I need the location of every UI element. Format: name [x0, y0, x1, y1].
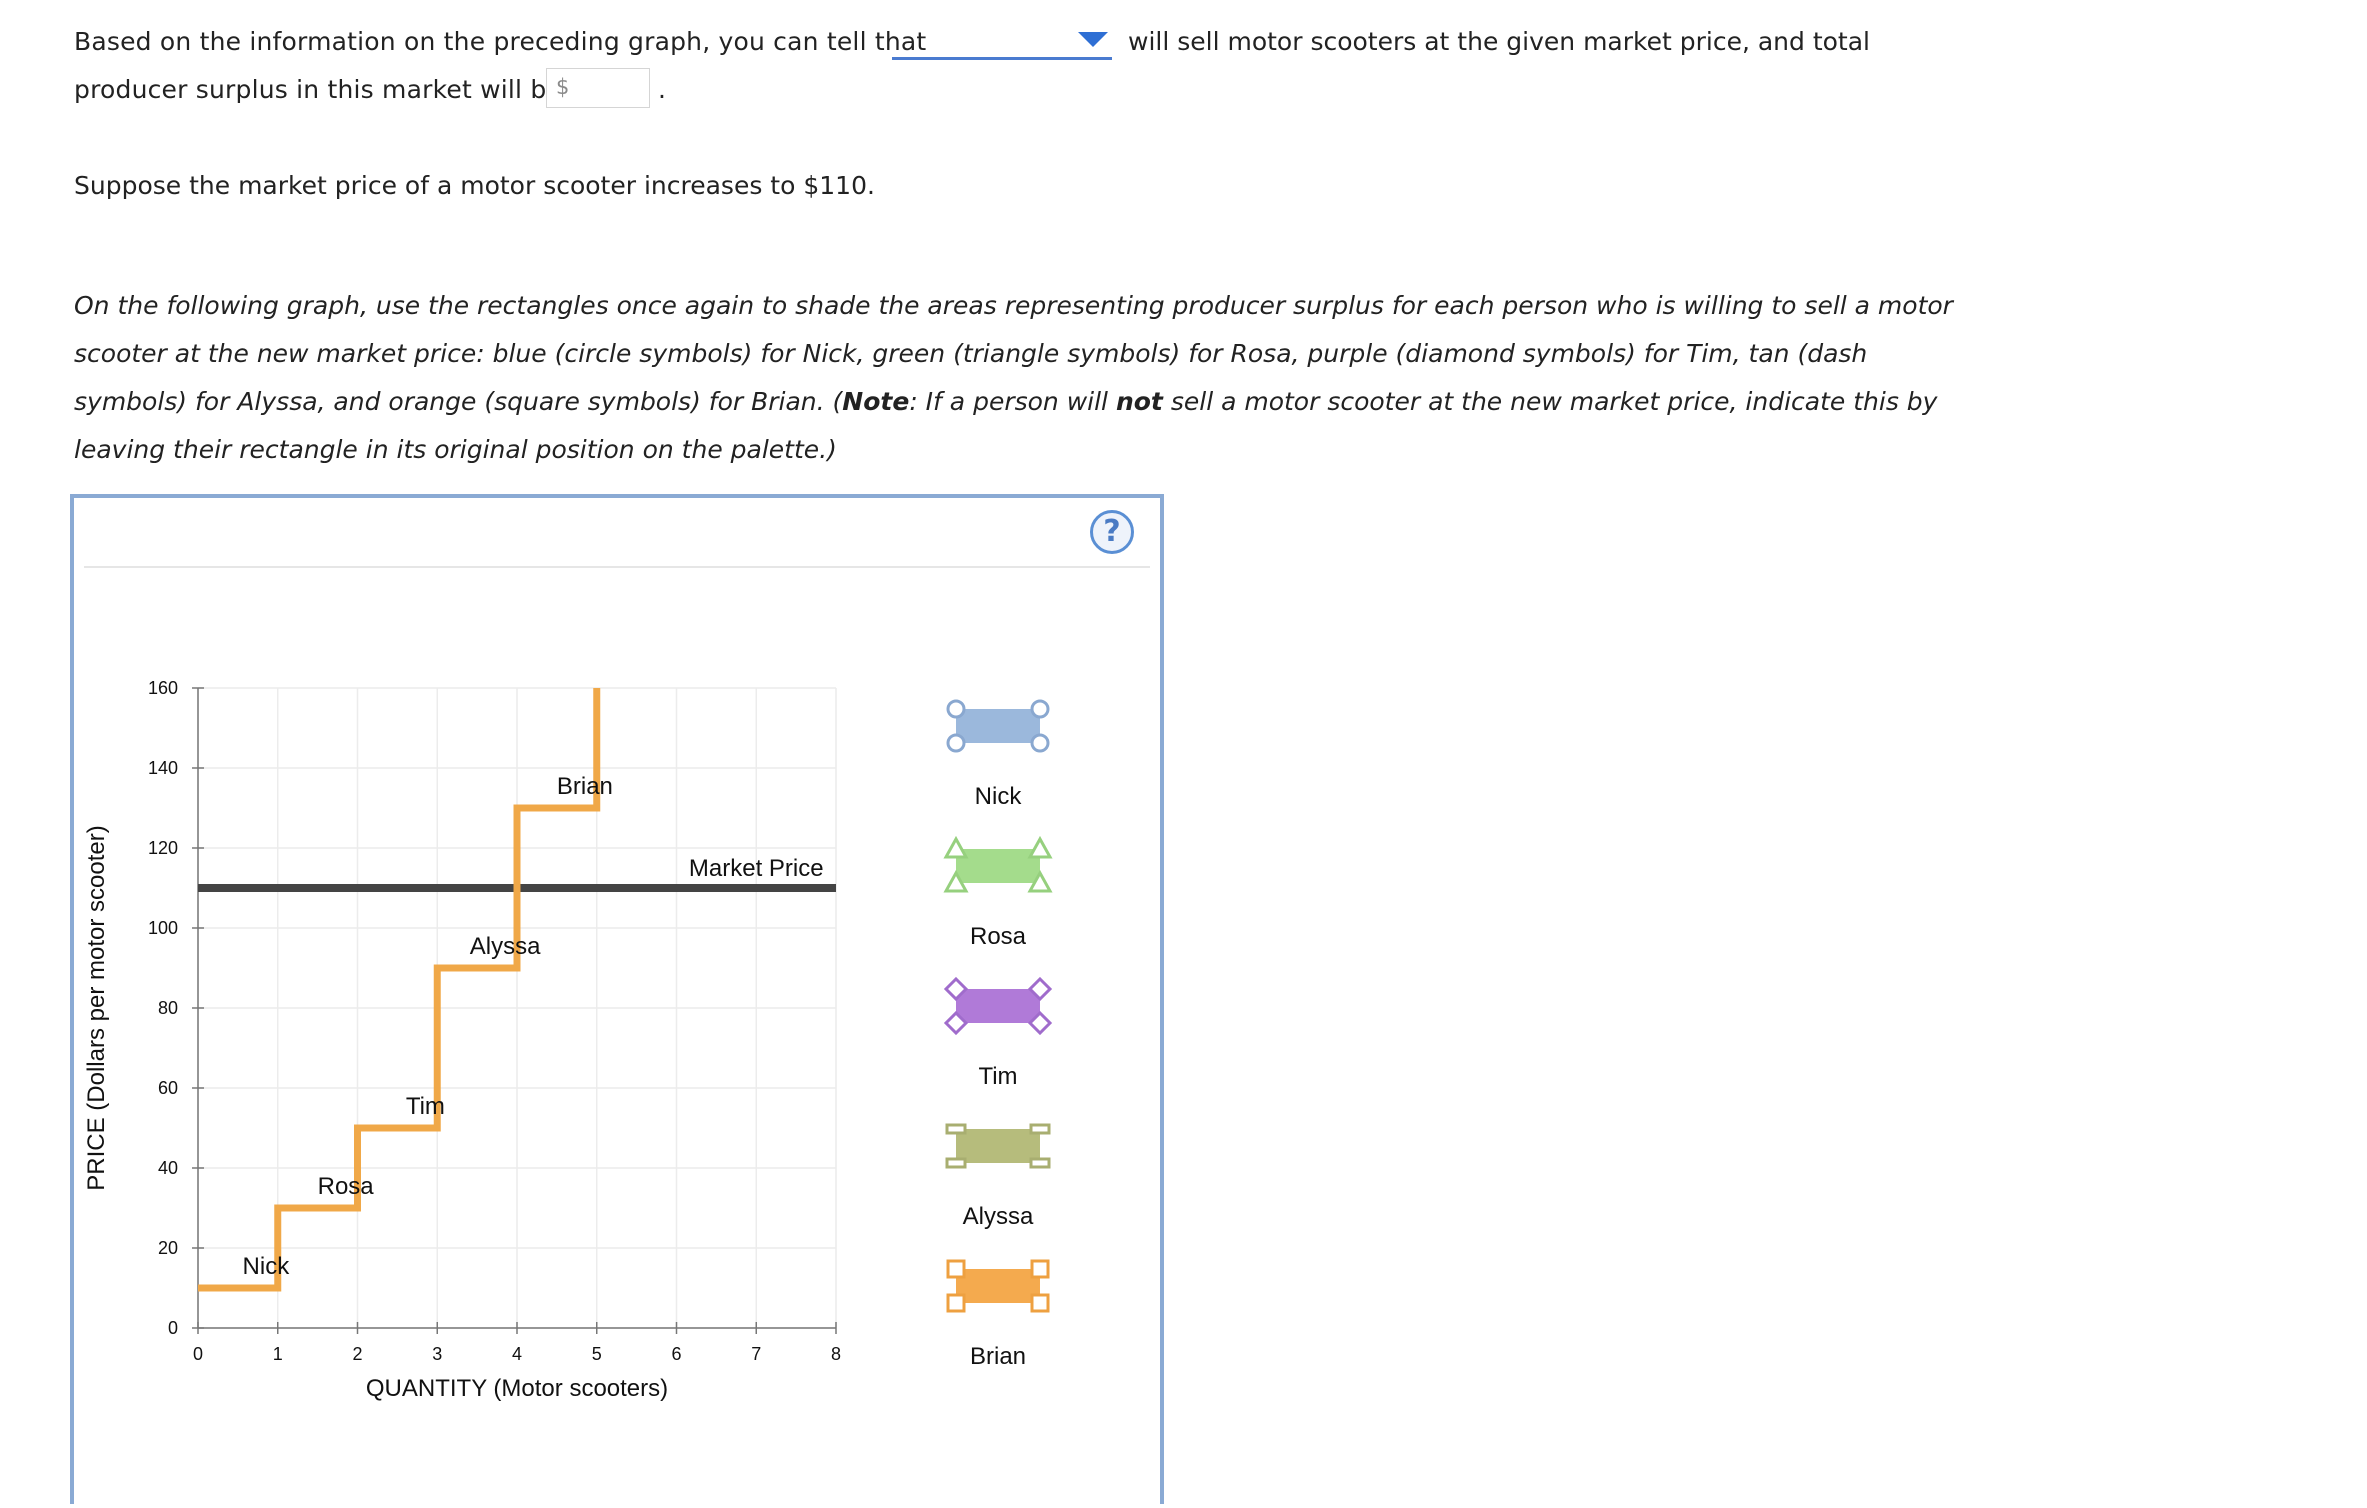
palette-tim-rectangle[interactable] — [943, 976, 1053, 1036]
seller-label-tim: Tim — [406, 1093, 445, 1120]
dash-handle-icon — [945, 1123, 967, 1135]
y-tick-label: 100 — [148, 918, 178, 938]
graph-panel: ? 0 20 40 60 80 100 120 140 160 0 1 2 3 4 5 6 7 8 QUANTITY… — [70, 494, 1164, 1504]
question-line1-start: Based on the information on the precedin… — [74, 27, 927, 56]
square-handle-icon — [1030, 1293, 1050, 1313]
dash-handle-icon — [1029, 1123, 1051, 1135]
y-tick-label: 120 — [148, 838, 178, 858]
triangle-handle-icon — [943, 835, 969, 859]
note-label: Note — [842, 387, 910, 416]
market-price-label: Market Price — [689, 855, 824, 882]
seller-count-dropdown[interactable] — [892, 22, 1112, 60]
y-axis-title: PRICE (Dollars per motor scooter) — [83, 825, 110, 1190]
triangle-handle-icon — [943, 869, 969, 893]
circle-handle-icon — [1030, 733, 1050, 753]
palette-rect-fill — [956, 709, 1040, 743]
x-tick-label: 0 — [193, 1344, 203, 1364]
x-tick-label: 2 — [352, 1344, 362, 1364]
x-tick-label: 5 — [592, 1344, 602, 1364]
panel-header-divider — [84, 566, 1150, 568]
square-handle-icon — [946, 1293, 966, 1313]
x-tick-label: 3 — [432, 1344, 442, 1364]
palette-rect-fill — [956, 989, 1040, 1023]
dropdown-arrow-icon[interactable] — [1078, 32, 1108, 47]
triangle-handle-icon — [1027, 835, 1053, 859]
instructions-part1: On the following graph, use the rectangl… — [74, 291, 1953, 416]
palette-label-tim: Tim — [978, 1063, 1017, 1090]
instructions-part3: sell a motor scooter at the new market p… — [74, 387, 1938, 464]
diamond-handle-icon — [1027, 976, 1053, 1002]
question-period: . — [658, 75, 666, 104]
palette-rosa-rectangle[interactable] — [943, 835, 1053, 893]
palette-nick-rectangle[interactable] — [946, 699, 1050, 753]
dash-handle-icon — [945, 1157, 967, 1169]
question-line1-end: will sell motor scooters at the given ma… — [1128, 27, 1870, 56]
dollar-sign: $ — [556, 75, 570, 99]
instructions-text: On the following graph, use the rectangl… — [74, 282, 1954, 474]
palette-layer: Nick Rosa Tim Alyssa Brian — [943, 699, 1053, 1370]
palette-label-brian: Brian — [970, 1343, 1026, 1370]
producer-surplus-input-box[interactable]: $ — [546, 68, 650, 108]
palette-label-nick: Nick — [975, 783, 1023, 810]
diamond-handle-icon — [943, 1010, 969, 1036]
y-tick-label: 160 — [148, 678, 178, 698]
y-tick-label: 80 — [158, 998, 178, 1018]
not-word: not — [1115, 387, 1163, 416]
dash-handle-icon — [1029, 1157, 1051, 1169]
triangle-handle-icon — [1027, 869, 1053, 893]
producer-surplus-chart: 0 20 40 60 80 100 120 140 160 0 1 2 3 4 5 6 7 8 QUANTITY (… — [83, 678, 1053, 1402]
diamond-handle-icon — [1027, 1010, 1053, 1036]
square-handle-icon — [1030, 1259, 1050, 1279]
seller-label-alyssa: Alyssa — [470, 933, 541, 960]
palette-label-alyssa: Alyssa — [963, 1203, 1034, 1230]
circle-handle-icon — [946, 699, 966, 719]
palette-alyssa-rectangle[interactable] — [945, 1123, 1051, 1169]
palette-rect-fill — [956, 849, 1040, 883]
supply-step-layer — [198, 688, 601, 1292]
seller-label-nick: Nick — [243, 1253, 291, 1280]
x-tick-label: 7 — [751, 1344, 761, 1364]
labels-layer: Market Price Nick Rosa Tim Alyssa Brian — [243, 773, 824, 1280]
seller-label-brian: Brian — [557, 773, 613, 800]
supply-step-curve — [198, 688, 601, 1292]
y-tick-label: 20 — [158, 1238, 178, 1258]
x-tick-label: 4 — [512, 1344, 522, 1364]
palette-brian-rectangle[interactable] — [946, 1259, 1050, 1313]
question-line2-start: producer surplus in this market will be — [74, 75, 562, 104]
circle-handle-icon — [946, 733, 966, 753]
grid-layer — [197, 687, 837, 1329]
palette-rect-fill — [956, 1129, 1040, 1163]
suppose-text: Suppose the market price of a motor scoo… — [74, 171, 875, 200]
axes-layer: 0 20 40 60 80 100 120 140 160 0 1 2 3 4 5 6 7 8 QUANTITY (… — [83, 678, 841, 1402]
y-tick-label: 40 — [158, 1158, 178, 1178]
circle-handle-icon — [1030, 699, 1050, 719]
seller-label-rosa: Rosa — [318, 1173, 375, 1200]
y-tick-label: 140 — [148, 758, 178, 778]
square-handle-icon — [946, 1259, 966, 1279]
x-tick-label: 6 — [671, 1344, 681, 1364]
palette-label-rosa: Rosa — [970, 923, 1027, 950]
producer-surplus-input[interactable] — [577, 72, 649, 106]
x-tick-label: 1 — [273, 1344, 283, 1364]
y-tick-label: 60 — [158, 1078, 178, 1098]
x-tick-label: 8 — [831, 1344, 841, 1364]
diamond-handle-icon — [943, 976, 969, 1002]
y-tick-label: 0 — [168, 1318, 178, 1338]
help-icon[interactable]: ? — [1090, 510, 1134, 554]
palette-rect-fill — [956, 1269, 1040, 1303]
x-axis-title: QUANTITY (Motor scooters) — [366, 1375, 668, 1402]
instructions-part2: : If a person will — [909, 387, 1116, 416]
